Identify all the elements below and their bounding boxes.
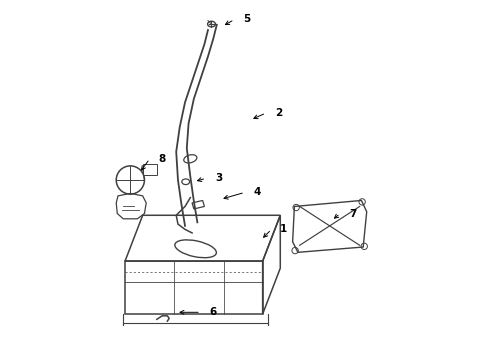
Text: 1: 1	[280, 224, 288, 234]
Text: 7: 7	[349, 208, 356, 219]
Text: 5: 5	[243, 14, 250, 24]
Text: 2: 2	[275, 108, 282, 118]
Text: 4: 4	[254, 187, 261, 197]
Text: 8: 8	[159, 154, 166, 164]
Text: 3: 3	[215, 173, 222, 183]
Text: 6: 6	[210, 307, 217, 317]
